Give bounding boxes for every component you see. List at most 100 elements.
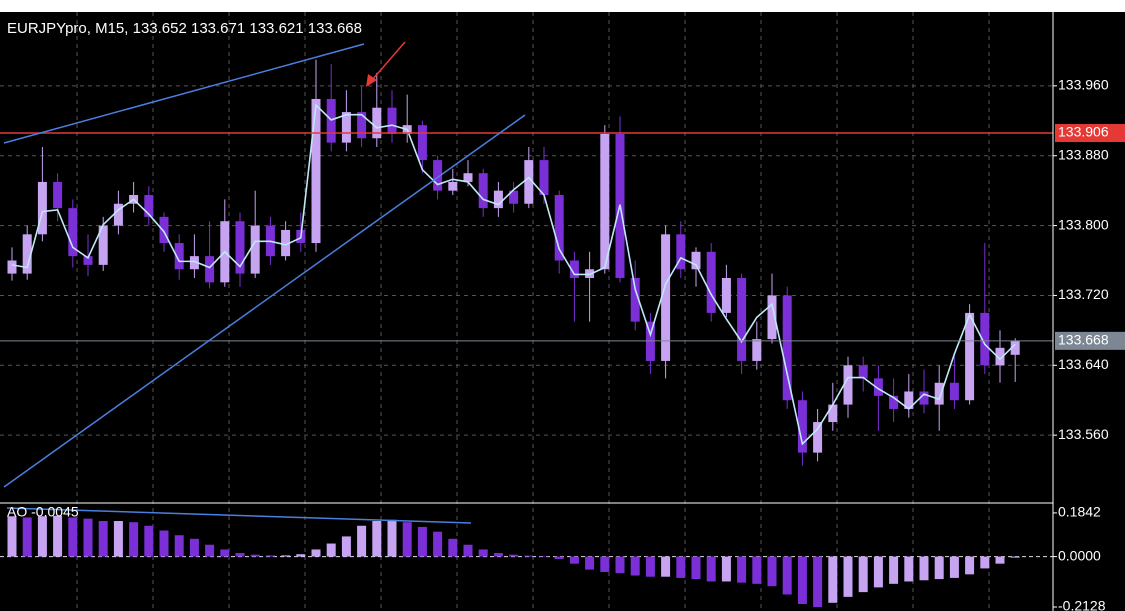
ao-bar — [524, 555, 534, 557]
ao-bar — [721, 556, 731, 582]
ao-bar — [752, 556, 762, 584]
candle-body — [554, 195, 564, 261]
ao-bar — [220, 549, 230, 557]
candle-body — [433, 160, 443, 191]
candle-body — [661, 234, 671, 361]
candle-body — [813, 422, 823, 453]
ao-bar — [7, 516, 17, 557]
candle-body — [600, 133, 610, 270]
y-tick-label: 133.960 — [1058, 77, 1109, 93]
y-tick-label: -0.2128 — [1058, 598, 1106, 611]
ao-bar — [539, 556, 549, 557]
ao-bar — [53, 515, 63, 557]
candle-body — [387, 107, 397, 134]
ao-bar — [509, 554, 519, 557]
ao-bar — [296, 554, 306, 557]
moving-average — [11, 103, 1016, 446]
ao-bar — [965, 556, 975, 575]
candle-body — [448, 181, 458, 191]
candle-body — [357, 112, 367, 139]
ao-bar — [949, 556, 959, 578]
candle-body — [463, 173, 473, 182]
last-price-label: 133.668 — [1058, 332, 1109, 348]
ao-bar — [159, 530, 169, 557]
y-tick-label: 133.880 — [1058, 146, 1109, 162]
ao-bar — [83, 518, 93, 557]
ao-bar — [995, 556, 1005, 564]
candle-body — [524, 160, 534, 204]
ao-bar — [417, 526, 427, 557]
ao-bar — [797, 556, 807, 604]
arrow — [371, 41, 406, 81]
candle-body — [281, 229, 291, 257]
ao-bar — [767, 556, 777, 587]
candle-body — [341, 112, 351, 143]
ao-bar — [645, 556, 655, 577]
ao-bar — [37, 516, 47, 557]
candle-body — [478, 173, 488, 209]
ao-bar — [904, 556, 914, 582]
ao-bar — [934, 556, 944, 580]
price-level-label: 133.906 — [1058, 124, 1109, 140]
ao-bar — [980, 556, 990, 569]
ao-bar — [828, 556, 838, 603]
candle-body — [174, 243, 184, 270]
ao-bar — [433, 531, 443, 557]
candle-body — [889, 395, 899, 409]
candle-body — [828, 404, 838, 423]
candle-body — [493, 190, 503, 209]
ao-bar — [341, 536, 351, 557]
candle-body — [83, 256, 93, 265]
candle-body — [311, 98, 321, 244]
ao-bar — [281, 555, 291, 557]
ao-bar — [691, 556, 701, 580]
y-tick-label: 133.640 — [1058, 356, 1109, 372]
candle-body — [904, 391, 914, 409]
ao-bar — [843, 556, 853, 597]
ao-bar — [569, 556, 579, 564]
candle-body — [919, 391, 929, 405]
y-tick-label: 133.720 — [1058, 286, 1109, 302]
trend-line — [3, 43, 365, 144]
ao-bar — [600, 556, 610, 572]
chart-background — [0, 12, 1125, 611]
ao-bar — [250, 554, 260, 557]
candle-body — [22, 234, 32, 274]
candle-body — [113, 203, 123, 226]
ao-bar — [585, 556, 595, 570]
ao-bar — [68, 517, 78, 557]
ao-bar — [676, 556, 686, 578]
candle-body — [995, 347, 1005, 366]
ao-bar — [919, 556, 929, 581]
ao-bar — [129, 522, 139, 557]
candle-body — [68, 208, 78, 257]
candle-body — [980, 312, 990, 366]
candle-body — [250, 225, 260, 274]
candle-body — [949, 382, 959, 401]
candle-body — [1010, 340, 1020, 355]
ao-bar — [144, 525, 154, 557]
candle-body — [37, 181, 47, 235]
ao-bar — [265, 555, 275, 557]
chart-title: EURJPYpro, M15, 133.652 133.671 133.621 … — [7, 20, 362, 37]
candle-body — [752, 339, 762, 361]
candle-body — [509, 190, 519, 204]
ao-bar — [858, 556, 868, 593]
candle-body — [144, 195, 154, 217]
candle-body — [934, 382, 944, 405]
candle-body — [53, 181, 63, 209]
ao-bar — [630, 556, 640, 576]
ao-bar — [113, 521, 123, 557]
ao-bar — [402, 522, 412, 557]
ao-bar — [205, 544, 215, 557]
ao-bar — [478, 549, 488, 557]
y-tick-label: 0.1842 — [1058, 504, 1101, 520]
candle-body — [767, 295, 777, 340]
ao-bar — [615, 556, 625, 574]
trend-line — [3, 114, 526, 488]
y-tick-label: 133.560 — [1058, 426, 1109, 442]
ao-bar — [448, 538, 458, 557]
candle-body — [235, 221, 245, 274]
candle-body — [691, 251, 701, 270]
candle-body — [539, 160, 549, 196]
